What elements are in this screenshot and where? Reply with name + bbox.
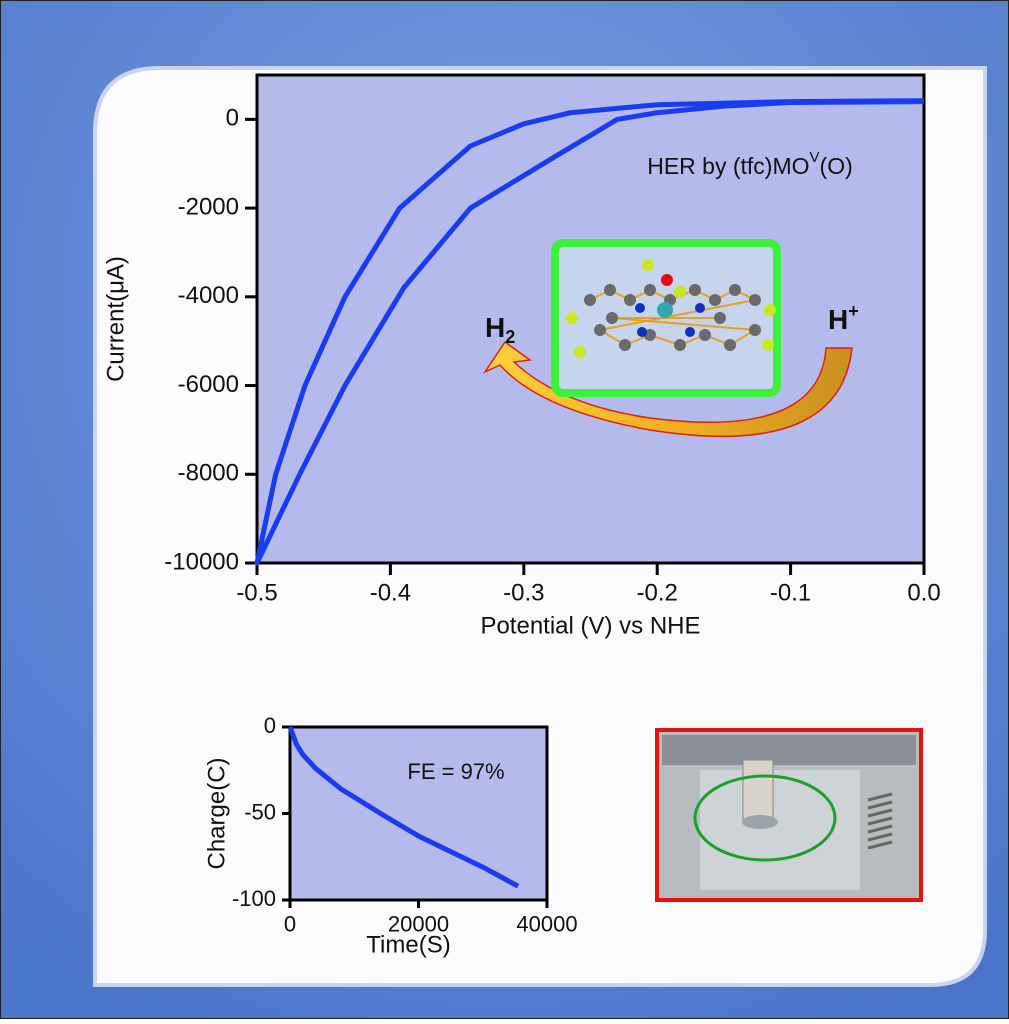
atom	[724, 339, 736, 351]
page: H2H+0-2000-4000-6000-8000-10000-0.5-0.4-…	[0, 0, 1009, 1019]
atom	[689, 284, 701, 296]
y-tick-label: -2000	[178, 193, 239, 220]
y-tick-label: -10000	[164, 548, 239, 575]
x-tick-label: 0.0	[907, 580, 940, 607]
atom	[729, 284, 741, 296]
sup-text: +	[848, 301, 859, 321]
annotation: FE = 97%	[407, 759, 504, 784]
h-text: H	[828, 304, 848, 335]
y-tick-label: -8000	[178, 460, 239, 487]
f-atom	[674, 286, 686, 298]
atom	[644, 284, 656, 296]
atom	[619, 339, 631, 351]
x-tick-label: -0.4	[370, 580, 411, 607]
atom	[594, 324, 606, 336]
annotation-text: FE = 97%	[407, 759, 504, 784]
x-tick-label: 0	[284, 911, 296, 936]
atom	[699, 329, 711, 341]
f-atom	[764, 304, 776, 316]
x-tick-label: 40000	[516, 911, 577, 936]
y-tick-label: -50	[244, 799, 276, 824]
annotation-text: HER by (tfc)MO	[647, 153, 809, 179]
atom	[749, 294, 761, 306]
y-axis-label: Charge(C)	[203, 757, 230, 869]
atom	[749, 324, 761, 336]
n-atom	[635, 303, 645, 313]
atom	[606, 312, 618, 324]
x-axis-label: Potential (V) vs NHE	[480, 612, 700, 639]
annotation-sup: V	[810, 149, 820, 166]
x-tick-label: -0.1	[770, 580, 811, 607]
metal-atom	[657, 302, 673, 318]
photo-band	[662, 735, 916, 765]
annotation-end: (O)	[820, 153, 853, 179]
y-tick-label: 0	[264, 713, 276, 738]
x-tick-label: -0.2	[637, 580, 678, 607]
y-axis-label: Current(μA)	[102, 256, 129, 382]
f-atom	[566, 312, 578, 324]
annotation: HER by (tfc)MOV(O)	[647, 149, 853, 179]
photo-bubble	[742, 815, 778, 829]
n-atom	[695, 303, 705, 313]
h-text: H	[485, 312, 505, 343]
x-tick-label: -0.3	[503, 580, 544, 607]
y-tick-label: -6000	[178, 371, 239, 398]
f-atom	[762, 339, 774, 351]
atom	[709, 294, 721, 306]
atom	[604, 284, 616, 296]
atom	[584, 294, 596, 306]
photo-electrode	[743, 760, 773, 820]
y-tick-label: -100	[232, 886, 276, 911]
y-tick-label: 0	[226, 105, 239, 132]
photo	[657, 730, 921, 900]
atom	[674, 339, 686, 351]
sub-text: 2	[505, 327, 515, 347]
f-atom	[642, 259, 654, 271]
photo-glass	[700, 770, 860, 890]
o-atom	[661, 274, 673, 286]
plot-area	[290, 727, 547, 900]
y-tick-label: -4000	[178, 282, 239, 309]
atom	[714, 312, 726, 324]
x-axis-label: Time(S)	[366, 931, 450, 958]
n-atom	[637, 327, 647, 337]
n-atom	[685, 327, 695, 337]
x-tick-label: -0.5	[236, 580, 277, 607]
f-atom	[574, 346, 586, 358]
atom	[624, 294, 636, 306]
graphical-abstract: H2H+0-2000-4000-6000-8000-10000-0.5-0.4-…	[0, 0, 1009, 1019]
